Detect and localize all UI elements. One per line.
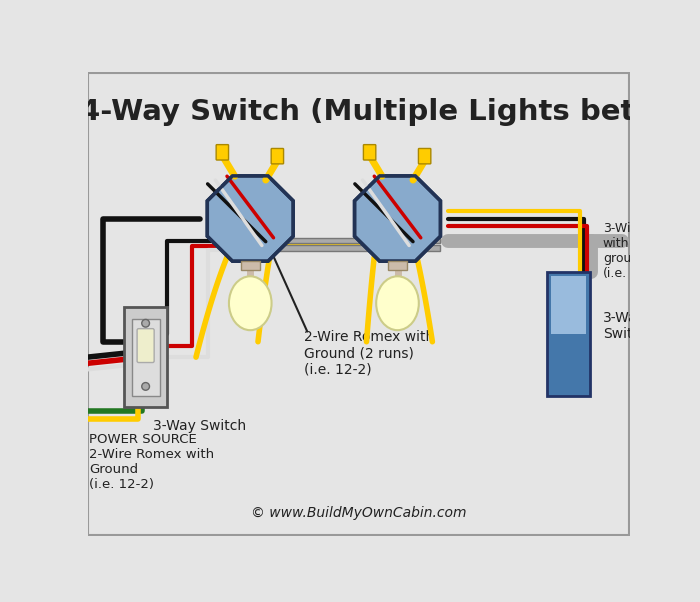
Bar [551,276,586,334]
Text: 3-Wire
with
ground
(i.e.: 3-Wire with ground (i.e. [603,222,647,281]
FancyBboxPatch shape [137,329,154,362]
Ellipse shape [376,276,419,330]
Text: 2-Wire Romex with
Ground (2 runs)
(i.e. 12-2): 2-Wire Romex with Ground (2 runs) (i.e. … [304,330,435,377]
Polygon shape [354,176,440,261]
Bar [389,261,407,270]
Text: 3-Way
Switch: 3-Way Switch [603,311,649,341]
Bar [124,307,167,407]
Ellipse shape [229,276,272,330]
FancyBboxPatch shape [216,144,228,160]
Bar [223,246,440,251]
FancyBboxPatch shape [419,149,430,164]
Bar [132,318,160,396]
Text: © www.BuildMyOwnCabin.com: © www.BuildMyOwnCabin.com [251,506,466,520]
Bar [241,261,260,270]
Text: POWER SOURCE
2-Wire Romex with
Ground
(i.e. 12-2): POWER SOURCE 2-Wire Romex with Ground (i… [89,433,214,491]
Circle shape [141,320,150,327]
FancyBboxPatch shape [271,149,284,164]
Text: 4-Way Switch (Multiple Lights between switches): 4-Way Switch (Multiple Lights between sw… [80,98,700,126]
FancyBboxPatch shape [88,73,629,535]
Polygon shape [207,176,293,261]
Circle shape [141,382,150,390]
Bar [547,273,589,396]
Text: 3-Way Switch: 3-Way Switch [153,419,246,433]
FancyBboxPatch shape [363,144,376,160]
Bar [223,238,440,243]
